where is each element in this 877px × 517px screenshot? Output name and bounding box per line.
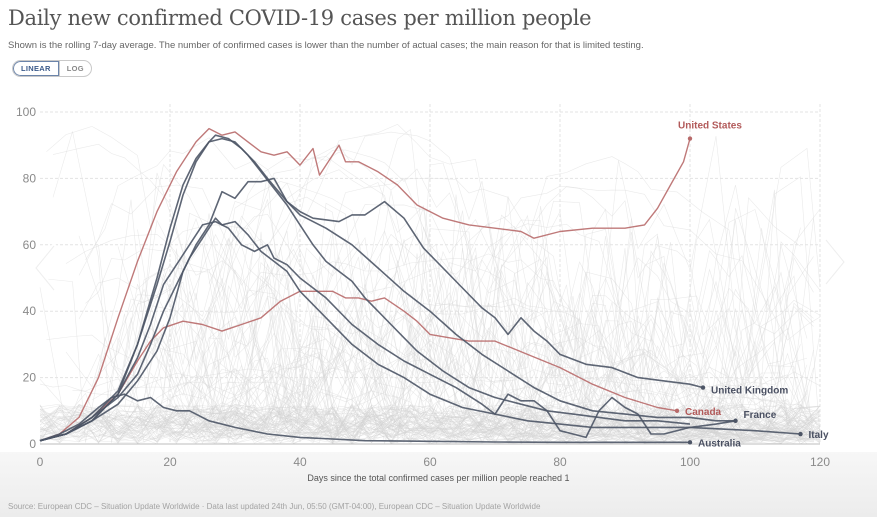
- series-label-italy: Italy: [809, 430, 829, 441]
- chart-title: Daily new confirmed COVID-19 cases per m…: [8, 6, 592, 30]
- series-endpoint-canada: [674, 408, 680, 413]
- series-line-united-states[interactable]: [39, 127, 691, 442]
- series-label-canada: Canada: [685, 407, 722, 418]
- scale-option-linear[interactable]: LINEAR: [13, 61, 59, 76]
- x-tick-label: 120: [810, 455, 830, 469]
- series-line-australia[interactable]: [39, 393, 690, 444]
- background-line: [124, 151, 814, 443]
- series-endpoint-united-kingdom: [700, 385, 706, 390]
- series-line-italy[interactable]: [39, 217, 801, 442]
- series-labels: United States Canada United Kingdom France I…: [678, 121, 829, 450]
- y-tick-label: 60: [23, 238, 37, 252]
- series-line-unlabelled-country-b[interactable]: [39, 137, 691, 442]
- background-line: [169, 303, 821, 445]
- background-line: [163, 235, 814, 443]
- x-axis-label: Days since the total confirmed cases per…: [307, 473, 570, 483]
- background-line: [208, 189, 814, 433]
- series-label-united-kingdom: United Kingdom: [711, 386, 788, 397]
- next-chevron-icon[interactable]: [820, 232, 850, 292]
- background-line: [124, 301, 808, 441]
- source-note: Source: European CDC – Situation Update …: [8, 502, 541, 511]
- y-tick-label: 100: [16, 105, 36, 119]
- series-endpoint-france: [733, 418, 738, 423]
- background-line: [182, 364, 821, 436]
- series-lines: [39, 127, 803, 445]
- y-tick-label: 40: [23, 304, 37, 318]
- x-tick-label: 80: [553, 455, 567, 469]
- x-tick-label: 40: [293, 455, 307, 469]
- x-axis-ticks: 0 20 40 60 80 100 120: [37, 455, 831, 469]
- series-label-australia: Australia: [698, 438, 741, 449]
- scale-option-log[interactable]: LOG: [58, 61, 91, 76]
- y-tick-label: 80: [23, 171, 37, 185]
- x-tick-label: 0: [37, 455, 44, 469]
- series-line-unlabelled-country-a[interactable]: [39, 220, 736, 442]
- y-tick-label: 20: [23, 371, 37, 385]
- background-line: [117, 245, 808, 435]
- background-line: [78, 184, 801, 444]
- y-axis-ticks: 0 20 40 60 80 100: [16, 105, 36, 451]
- series-endpoint-united-states: [687, 136, 693, 141]
- series-endpoint-italy: [798, 431, 803, 437]
- y-tick-label: 0: [29, 437, 36, 451]
- x-tick-label: 20: [163, 455, 177, 469]
- background-line: [150, 177, 821, 438]
- grid: [40, 104, 821, 445]
- background-line: [78, 196, 801, 444]
- series-endpoint-australia: [687, 440, 693, 445]
- series-line-united-kingdom[interactable]: [39, 177, 704, 442]
- series-line-france[interactable]: [39, 134, 736, 442]
- series-label-united-states: United States: [678, 121, 742, 132]
- background-line: [52, 128, 821, 443]
- background-line: [143, 123, 808, 439]
- x-tick-label: 100: [680, 455, 700, 469]
- chart-subtitle: Shown is the rolling 7-day average. The …: [8, 40, 644, 51]
- prev-chevron-icon[interactable]: [30, 238, 60, 298]
- series-label-france: France: [744, 410, 777, 421]
- footer-band: [0, 452, 877, 517]
- background-line: [143, 176, 821, 438]
- scale-toggle: LINEAR LOG: [12, 60, 92, 77]
- x-tick-label: 60: [423, 455, 437, 469]
